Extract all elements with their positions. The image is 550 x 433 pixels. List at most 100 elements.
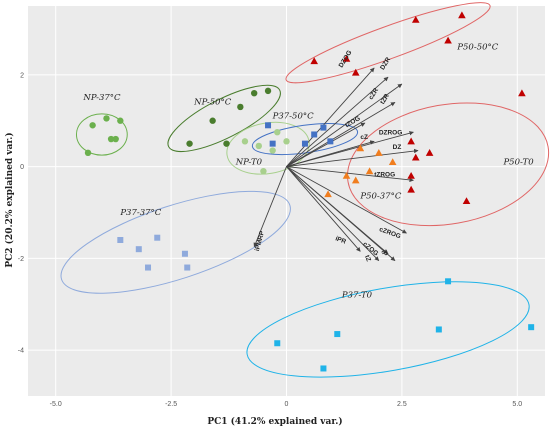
loading-label-tzr: tZR — [379, 93, 391, 106]
point-p37-50c — [265, 122, 272, 129]
y-tick-label: 2 — [20, 72, 24, 79]
point-p50-37c — [324, 190, 332, 198]
chart-labels: NP-37°C NP-50°C NP-T0 P37-50°C P37-37°C P37-T… — [82, 43, 534, 301]
loading-arrow-czr — [286, 76, 389, 167]
loading-arrow-tzrog — [286, 166, 414, 183]
point-np-37c — [117, 117, 124, 124]
group-label-p50-t0: P50-T0 — [502, 157, 534, 167]
point-p50-50c — [411, 15, 420, 23]
point-p50-t0 — [462, 197, 471, 205]
point-np-50c — [223, 140, 230, 147]
loading-arrow-tz — [286, 166, 380, 261]
point-p37-t0 — [435, 326, 442, 333]
point-p37-37c — [154, 234, 161, 241]
point-p50-37c — [342, 171, 351, 179]
point-np-37c — [112, 135, 119, 143]
point-p37-37c — [117, 237, 124, 243]
point-p37-37c — [184, 264, 191, 271]
group-ellipses — [60, 2, 550, 378]
loading-arrow-tzr — [286, 101, 396, 167]
loading-arrow-czrog — [286, 166, 407, 234]
point-p50-t0 — [407, 137, 415, 145]
loading-label-tzrog: tZROG — [374, 172, 395, 179]
point-p37-50c — [311, 131, 318, 138]
point-p50-37c — [356, 144, 365, 152]
point-p50-t0 — [407, 171, 415, 179]
point-p37-50c — [269, 140, 276, 147]
point-p50-37c — [365, 167, 374, 175]
loading-label-ip: iP — [379, 249, 388, 258]
group-label-p37-37c: P37-37°C — [119, 208, 161, 218]
loading-label-tz: tZ — [363, 254, 372, 262]
loading-arrow-dz — [286, 148, 419, 168]
group-label-np-t0: NP-T0 — [235, 157, 263, 167]
loading-arrow-ip — [286, 166, 396, 261]
loading-label-dzrog: DZROG — [379, 129, 402, 136]
point-p37-37c — [181, 250, 188, 257]
point-p37-50c — [320, 124, 327, 131]
score-points — [84, 11, 535, 372]
point-p50-50c — [351, 68, 360, 76]
group-label-p50-50c: P50-50°C — [456, 43, 498, 53]
group-label-np-50c: NP-50°C — [193, 98, 232, 108]
point-p50-t0 — [407, 185, 415, 193]
x-tick-label: 2.5 — [397, 401, 407, 408]
x-tick-label: 5.0 — [512, 401, 522, 408]
point-np-t0 — [255, 142, 263, 150]
x-axis-label: PC1 (41.2% explained var.) — [207, 416, 342, 427]
loading-arrow-dzog — [286, 67, 375, 167]
point-p50-37c — [351, 176, 360, 184]
point-np-50c — [209, 117, 216, 124]
y-tick-label: -2 — [18, 256, 24, 263]
loading-arrows — [253, 67, 419, 261]
point-p37-37c — [135, 246, 142, 253]
group-label-np-37c: NP-37°C — [82, 93, 121, 103]
ellipse-np-37c — [75, 113, 128, 156]
loading-arrow-ipmrp — [253, 166, 287, 248]
point-p50-50c — [310, 57, 318, 65]
y-tick-label: -4 — [18, 348, 24, 355]
ellipse-p50-50c — [285, 2, 491, 84]
grid — [28, 6, 545, 396]
y-axis-label: PC2 (20.2% explained var.) — [4, 132, 15, 267]
point-np-50c — [186, 140, 193, 147]
x-tick-label: 0 — [285, 401, 289, 408]
point-np-t0 — [274, 128, 281, 136]
ellipse-p37-37c — [60, 190, 291, 294]
loading-arrow-tzog — [286, 122, 366, 167]
point-np-37c — [89, 122, 96, 129]
point-np-37c — [103, 115, 110, 122]
point-p50-37c — [388, 158, 397, 166]
axis-ticks: -5.0 -2.5 0 2.5 5.0 2 0 -2 -4 — [18, 72, 523, 408]
x-tick-label: -5.0 — [50, 401, 62, 408]
point-p37-t0 — [274, 340, 281, 347]
point-np-t0 — [241, 138, 249, 145]
loading-label-ipr: iPR — [334, 235, 347, 245]
point-p37-37c — [145, 264, 152, 271]
point-np-50c — [237, 103, 244, 111]
point-p37-t0 — [334, 331, 341, 338]
loading-label-cz: cZ — [360, 134, 368, 141]
ellipse-p37-50c — [251, 123, 359, 156]
point-np-t0 — [269, 147, 276, 154]
point-p50-t0 — [425, 149, 434, 156]
point-p50-50c — [444, 36, 452, 44]
loading-arrow-cz — [286, 140, 375, 168]
point-np-t0 — [283, 138, 290, 145]
ellipse-p50-t0 — [347, 102, 550, 227]
point-np-50c — [264, 87, 272, 95]
group-label-p37-50c: P37-50°C — [272, 111, 314, 121]
ellipse-np-50c — [167, 84, 281, 153]
x-tick-label: -2.5 — [165, 401, 177, 408]
point-p37-50c — [301, 140, 308, 147]
point-np-37c — [84, 149, 92, 157]
point-p50-37c — [375, 149, 383, 156]
point-p37-t0 — [445, 278, 452, 285]
point-p50-50c — [458, 11, 466, 19]
loading-label-dz: DZ — [393, 144, 402, 151]
point-np-37c — [107, 135, 115, 143]
point-p37-50c — [327, 138, 334, 145]
group-label-p50-37c: P50-37°C — [359, 192, 401, 202]
loading-arrow-ipr — [286, 166, 361, 252]
